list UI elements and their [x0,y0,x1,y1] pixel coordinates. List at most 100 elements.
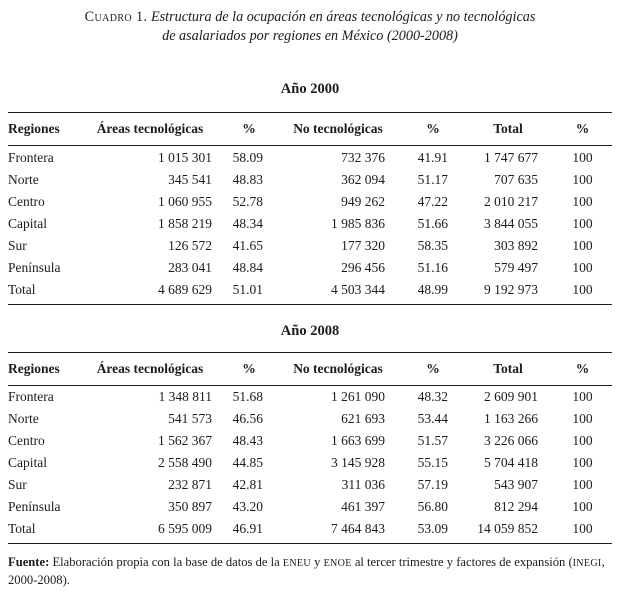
pct-tecnologicas-cell: 51.01 [232,281,263,297]
pct-tecnologicas-cell: 46.91 [232,521,263,536]
region-cell: Capital [8,455,47,470]
pct-no-tecnologicas-cell: 48.32 [417,389,448,404]
table-row: Península 283 041 48.84 296 456 51.16 57… [8,256,612,278]
table-caption: Cuadro 1. Estructura de la ocupación en … [8,8,612,46]
pct-total-cell: 100 [572,281,593,297]
pct-no-tecnologicas-cell: 51.16 [417,259,448,275]
areas-tecnologicas-cell: 126 572 [168,237,212,253]
column-header-pct-2: % [403,352,463,386]
no-tecnologicas-cell: 3 145 928 [331,455,385,470]
table-2000: Regiones Áreas tecnológicas % No tecnoló… [8,112,612,305]
table-2000-header: Regiones Áreas tecnológicas % No tecnoló… [8,112,612,146]
no-tecnologicas-cell: 1 985 836 [331,215,385,231]
total-cell: 579 497 [494,259,538,275]
pct-no-tecnologicas-cell: 57.19 [417,477,448,492]
caption-label: Cuadro 1. [84,9,148,25]
caption-line-2: de asalariados por regiones en México (2… [162,28,458,44]
source-label: Fuente: [8,555,50,569]
no-tecnologicas-cell: 177 320 [341,237,385,253]
table-row: Total 4 689 629 51.01 4 503 344 48.99 9 … [8,278,612,304]
pct-tecnologicas-cell: 52.78 [232,193,263,209]
region-cell: Frontera [8,149,54,165]
column-header-pct-2: % [403,112,463,146]
total-cell: 9 192 973 [484,281,538,297]
region-cell: Norte [8,411,39,426]
total-cell: 2 010 217 [484,193,538,209]
pct-total-cell: 100 [572,389,593,404]
areas-tecnologicas-cell: 6 595 009 [158,521,212,536]
pct-total-cell: 100 [572,455,593,470]
areas-tecnologicas-cell: 1 015 301 [158,149,212,165]
column-header-areas-tecnologicas: Áreas tecnológicas [75,352,225,386]
table-row: Norte 541 573 46.56 621 693 53.44 1 163 … [8,408,612,430]
caption-line-1: Cuadro 1. Estructura de la ocupación en … [8,8,612,27]
acronym-eneu: ENEU [282,558,311,569]
column-header-regiones: Regiones [8,112,75,146]
pct-tecnologicas-cell: 41.65 [232,237,263,253]
column-header-no-tecnologicas: No tecnológicas [273,112,403,146]
region-cell: Sur [8,477,27,492]
region-cell: Sur [8,237,27,253]
pct-total-cell: 100 [572,149,593,165]
pct-no-tecnologicas-cell: 51.17 [417,171,448,187]
column-header-pct-1: % [225,112,273,146]
areas-tecnologicas-cell: 1 858 219 [158,215,212,231]
no-tecnologicas-cell: 949 262 [341,193,385,209]
areas-tecnologicas-cell: 541 573 [168,411,212,426]
no-tecnologicas-cell: 311 036 [341,477,385,492]
table-row: Sur 232 871 42.81 311 036 57.19 543 907 … [8,474,612,496]
column-header-pct-3: % [553,112,612,146]
pct-total-cell: 100 [572,215,593,231]
acronym-inegi: INEGI [572,558,602,569]
acronym-enoe: ENOE [323,558,352,569]
pct-total-cell: 100 [572,237,593,253]
table-2008-header: Regiones Áreas tecnológicas % No tecnoló… [8,352,612,386]
pct-no-tecnologicas-cell: 53.44 [417,411,448,426]
table-row: Capital 2 558 490 44.85 3 145 928 55.15 … [8,452,612,474]
region-cell: Centro [8,433,45,448]
areas-tecnologicas-cell: 232 871 [168,477,212,492]
no-tecnologicas-cell: 1 663 699 [331,433,385,448]
no-tecnologicas-cell: 362 094 [341,171,385,187]
region-cell: Península [8,259,61,275]
pct-no-tecnologicas-cell: 56.80 [417,499,448,514]
column-header-no-tecnologicas: No tecnológicas [273,352,403,386]
column-header-pct-1: % [225,352,273,386]
total-cell: 543 907 [494,477,538,492]
pct-no-tecnologicas-cell: 53.09 [417,521,448,536]
total-cell: 3 226 066 [484,433,538,448]
table-row: Norte 345 541 48.83 362 094 51.17 707 63… [8,168,612,190]
region-cell: Total [8,521,36,536]
total-cell: 303 892 [494,237,538,253]
table-row: Total 6 595 009 46.91 7 464 843 53.09 14… [8,518,612,544]
region-cell: Norte [8,171,39,187]
column-header-total: Total [463,112,553,146]
areas-tecnologicas-cell: 345 541 [168,171,212,187]
table-row: Frontera 1 015 301 58.09 732 376 41.91 1… [8,146,612,169]
region-cell: Frontera [8,389,54,404]
areas-tecnologicas-cell: 2 558 490 [158,455,212,470]
column-header-total: Total [463,352,553,386]
pct-total-cell: 100 [572,171,593,187]
column-header-areas-tecnologicas: Áreas tecnológicas [75,112,225,146]
source-text-1: Elaboración propia con la base de datos … [52,555,280,569]
total-cell: 2 609 901 [484,389,538,404]
pct-no-tecnologicas-cell: 51.57 [417,433,448,448]
pct-tecnologicas-cell: 44.85 [232,455,263,470]
pct-total-cell: 100 [572,433,593,448]
areas-tecnologicas-cell: 1 348 811 [158,389,213,404]
total-cell: 5 704 418 [484,455,538,470]
pct-tecnologicas-cell: 48.83 [232,171,263,187]
total-cell: 707 635 [494,171,538,187]
pct-tecnologicas-cell: 48.43 [232,433,263,448]
table-2000-body: Frontera 1 015 301 58.09 732 376 41.91 1… [8,146,612,305]
pct-no-tecnologicas-cell: 55.15 [417,455,448,470]
pct-no-tecnologicas-cell: 58.35 [417,237,448,253]
table-row: Centro 1 060 955 52.78 949 262 47.22 2 0… [8,190,612,212]
region-cell: Centro [8,193,45,209]
table-row: Frontera 1 348 811 51.68 1 261 090 48.32… [8,385,612,408]
no-tecnologicas-cell: 1 261 090 [331,389,385,404]
no-tecnologicas-cell: 4 503 344 [331,281,385,297]
caption-title-text: Estructura de la ocupación en áreas tecn… [150,9,536,25]
pct-no-tecnologicas-cell: 41.91 [417,149,448,165]
